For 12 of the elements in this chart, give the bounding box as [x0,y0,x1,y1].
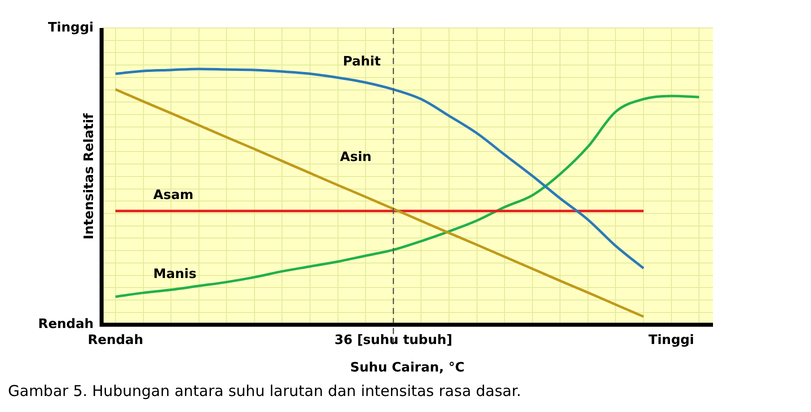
x-tick-label: 36 [suhu tubuh] [334,332,452,348]
x-axis-title: Suhu Cairan, °C [350,360,464,376]
series-label: Asin [340,150,372,166]
series-label: Pahit [342,54,381,70]
series-label: Asam [153,188,194,203]
text: Tinggi [48,20,94,36]
text: Rendah [38,317,94,332]
text: Gambar 5. Hubungan antara suhu larutan dan intensitas rasa dasar. [8,382,522,400]
x-tick-label: Rendah [88,332,144,348]
y-axis-title: Intensitas Relatif [82,112,98,240]
x-tick-label: Tinggi [648,332,694,348]
series-label: Manis [153,266,197,282]
